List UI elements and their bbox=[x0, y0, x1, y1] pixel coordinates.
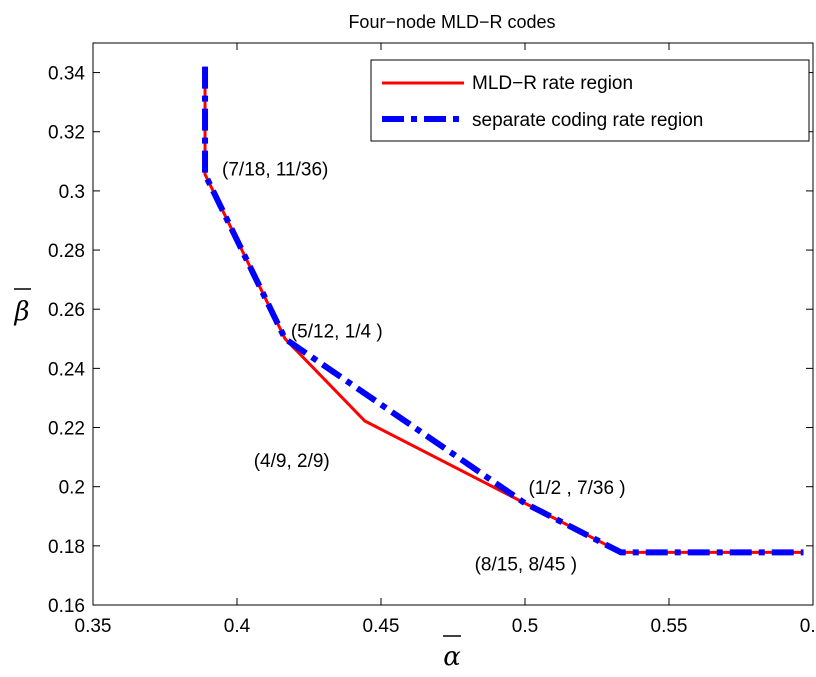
point-annotation: (7/18, 11/36) bbox=[222, 160, 328, 181]
series-line-separate-coding bbox=[202, 66, 804, 556]
x-tick-label: 0.5 bbox=[512, 616, 538, 637]
point-annotation: (5/12, 1/4 ) bbox=[291, 322, 383, 343]
y-axis-label: β bbox=[13, 288, 31, 327]
series-layer bbox=[202, 66, 804, 556]
point-annotation: (1/2 , 7/36 ) bbox=[528, 478, 625, 499]
legend-label-mld-r: MLD−R rate region bbox=[472, 73, 633, 94]
legend: MLD−R rate region separate coding rate r… bbox=[370, 59, 810, 142]
chart-title: Four−node MLD−R codes bbox=[348, 12, 555, 32]
y-tick-label: 0.2 bbox=[59, 478, 85, 499]
point-annotations: (7/18, 11/36) (5/12, 1/4 ) (4/9, 2/9) (1/2 … bbox=[222, 160, 626, 576]
x-tick-label: 0.45 bbox=[363, 616, 400, 637]
y-axis-ticks: 0.16 0.18 0.2 0.22 0.24 0.26 0.28 0.3 0.32 0.34 bbox=[48, 64, 813, 617]
x-tick-label: 0.55 bbox=[651, 616, 688, 637]
x-axis-label: α bbox=[443, 635, 461, 672]
svg-text:α: α bbox=[443, 642, 461, 672]
point-annotation: (4/9, 2/9) bbox=[254, 451, 330, 472]
y-tick-label: 0.24 bbox=[48, 359, 85, 380]
point-annotation: (8/15, 8/45 ) bbox=[475, 555, 577, 576]
x-axis-ticks: 0.35 0.4 0.45 0.5 0.55 0.6 bbox=[75, 43, 816, 637]
y-tick-label: 0.32 bbox=[48, 123, 85, 144]
x-tick-label: 0.6 bbox=[800, 616, 816, 637]
y-tick-label: 0.18 bbox=[48, 537, 85, 558]
y-tick-label: 0.3 bbox=[59, 182, 85, 203]
svg-text:β: β bbox=[13, 297, 29, 327]
y-tick-label: 0.22 bbox=[48, 419, 85, 440]
legend-box bbox=[370, 59, 810, 142]
y-tick-label: 0.16 bbox=[48, 596, 85, 617]
x-tick-label: 0.4 bbox=[224, 616, 251, 637]
y-tick-label: 0.34 bbox=[48, 64, 85, 85]
y-tick-label: 0.26 bbox=[48, 300, 85, 321]
y-tick-label: 0.28 bbox=[48, 241, 85, 262]
legend-label-separate-coding: separate coding rate region bbox=[472, 110, 703, 131]
x-tick-label: 0.35 bbox=[75, 616, 112, 637]
